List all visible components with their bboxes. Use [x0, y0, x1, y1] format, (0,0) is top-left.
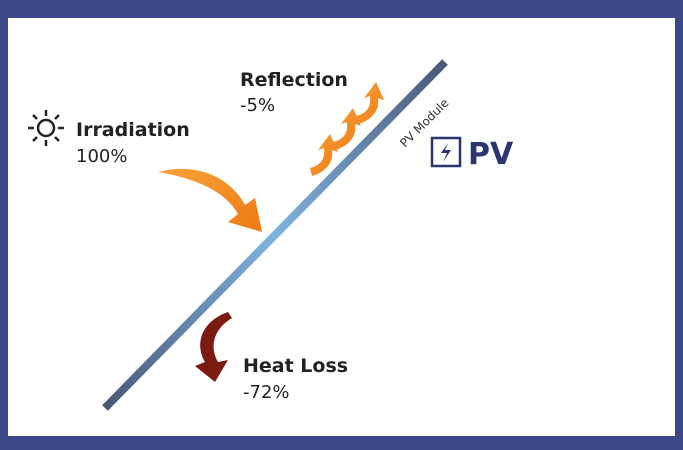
diagram: PV Module Irradiation 100% Reflection -5… — [0, 0, 683, 450]
irradiation-label: Irradiation — [76, 119, 190, 141]
reflection-value: -5% — [240, 95, 275, 116]
heat-loss-value: -72% — [243, 382, 290, 403]
reflection-label: Reflection — [240, 69, 348, 91]
heat-loss-label: Heat Loss — [243, 355, 348, 377]
irradiation-value: 100% — [76, 146, 127, 167]
pv-badge-text: PV — [468, 137, 514, 172]
